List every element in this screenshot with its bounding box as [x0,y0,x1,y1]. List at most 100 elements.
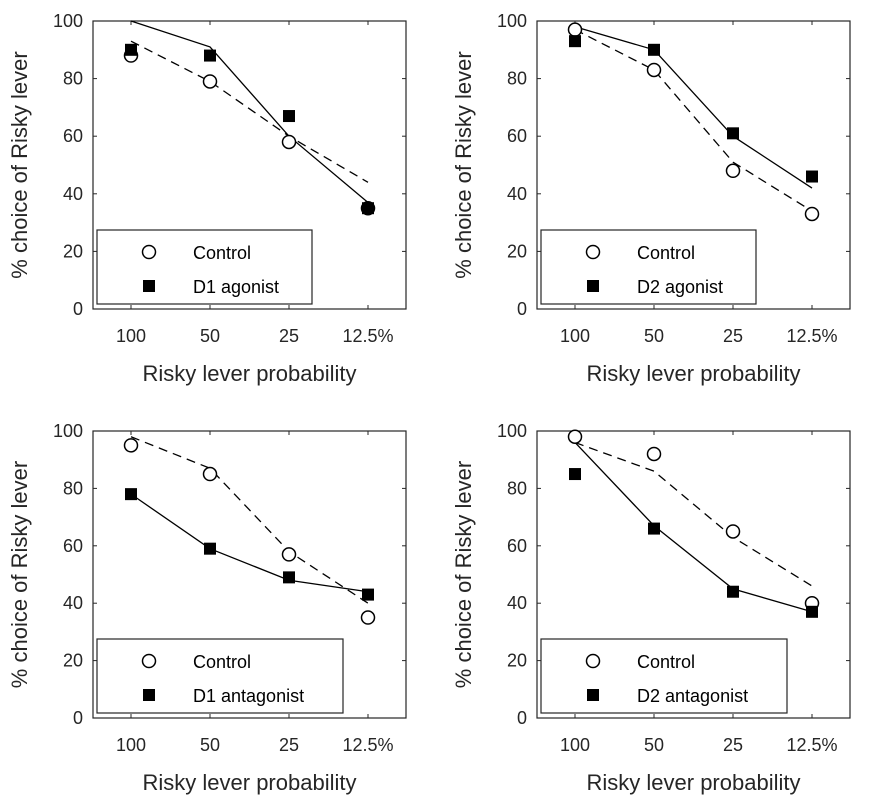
y-tick-label: 40 [63,184,83,204]
x-tick-label: 50 [644,326,664,346]
legend-entry-label: D2 antagonist [637,686,748,706]
drug-point [727,585,739,598]
x-tick-label: 100 [116,326,146,346]
x-tick-label: 25 [723,326,743,346]
control-point [360,610,376,625]
y-axis-label: % choice of Risky lever [7,51,32,278]
x-tick-label: 25 [279,735,299,755]
x-tick-label: 12.5% [786,735,837,755]
chart-panel-3: 0 20 40 60 80 100 100 50 25 12.5% Risky lever prob… [7,421,407,795]
y-axis-label: % choice of Risky lever [7,461,32,688]
y-tick-label: 100 [497,421,527,441]
plot-area-frame [92,430,407,719]
x-tick-label: 50 [200,326,220,346]
y-tick-label: 0 [73,299,83,319]
legend-control-marker [585,653,601,669]
drug-point [125,43,137,56]
y-tick-label: 100 [53,421,83,441]
legend-box [540,229,757,305]
fit-line-control [130,436,369,604]
control-point [202,466,218,482]
drug-point [569,468,581,481]
drug-point [283,110,295,123]
x-axis-label: Risky lever probability [143,361,357,386]
y-tick-label: 40 [507,184,527,204]
legend-drug-marker [587,689,599,701]
legend-control-marker [141,244,157,260]
control-point [123,438,139,453]
drug-point [648,522,660,535]
legend-entry-label: D2 agonist [637,277,723,297]
legend-box [540,638,788,714]
x-axis-label: Risky lever probability [587,770,801,795]
x-tick-label: 50 [644,735,664,755]
drug-point [648,43,660,56]
y-tick-label: 60 [507,126,527,146]
y-axis-label: % choice of Risky lever [451,461,476,688]
legend-entry-label: D1 antagonist [193,686,304,706]
chart-panel-4: 0 20 40 60 80 100 100 50 25 12.5% Risky lever prob… [451,421,851,795]
y-tick-label: 60 [63,536,83,556]
legend-entry-label: Control [637,652,695,672]
drug-point [569,35,581,48]
control-point [202,74,218,89]
x-tick-label: 50 [200,735,220,755]
legend-drug-marker [143,280,155,292]
x-tick-label: 12.5% [786,326,837,346]
plot-area-frame [536,430,851,719]
legend-box [96,638,344,714]
x-tick-label: 25 [279,326,299,346]
x-axis-label: Risky lever probability [587,361,801,386]
fit-line-drug [574,26,813,189]
y-axis-label: % choice of Risky lever [451,51,476,278]
fit-line-control [574,441,813,587]
control-point [646,446,662,462]
y-tick-label: 40 [507,593,527,613]
y-tick-label: 20 [63,651,83,671]
drug-point [806,605,818,618]
x-tick-label: 100 [560,326,590,346]
y-tick-label: 20 [507,651,527,671]
drug-point [204,542,216,555]
x-tick-label: 12.5% [342,326,393,346]
y-tick-label: 80 [63,478,83,498]
y-tick-label: 80 [507,69,527,89]
plot-area-frame [92,20,407,310]
control-point [725,524,741,539]
legend-entry-label: Control [193,652,251,672]
legend-entry-label: Control [637,243,695,263]
y-tick-label: 80 [507,478,527,498]
drug-point [806,170,818,183]
plot-area-frame [536,20,851,310]
y-tick-label: 0 [517,299,527,319]
y-tick-label: 20 [507,241,527,261]
fit-line-drug [130,20,369,203]
y-tick-label: 0 [517,708,527,728]
chart-panel-1: 0 20 40 60 80 100 100 50 25 12.5% Risky lever prob… [7,11,407,386]
y-tick-label: 0 [73,708,83,728]
legend-control-marker [585,244,601,260]
x-tick-label: 100 [560,735,590,755]
y-tick-label: 100 [497,11,527,31]
x-axis-label: Risky lever probability [143,770,357,795]
control-point [646,62,662,78]
y-tick-label: 40 [63,593,83,613]
control-point [281,134,297,150]
control-point [567,429,583,444]
chart-panel-2: 0 20 40 60 80 100 100 50 25 12.5% Risky lever prob… [451,11,851,386]
legend-control-marker [141,653,157,669]
y-tick-label: 60 [507,536,527,556]
drug-point [204,49,216,62]
drug-point [362,202,374,215]
legend-entry-label: D1 agonist [193,277,279,297]
fit-line-control [130,40,369,183]
drug-point [283,571,295,584]
drug-point [125,488,137,501]
y-tick-label: 60 [63,126,83,146]
legend-entry-label: Control [193,243,251,263]
y-tick-label: 20 [63,241,83,261]
control-point [567,22,583,37]
y-tick-label: 80 [63,69,83,89]
drug-point [362,588,374,601]
